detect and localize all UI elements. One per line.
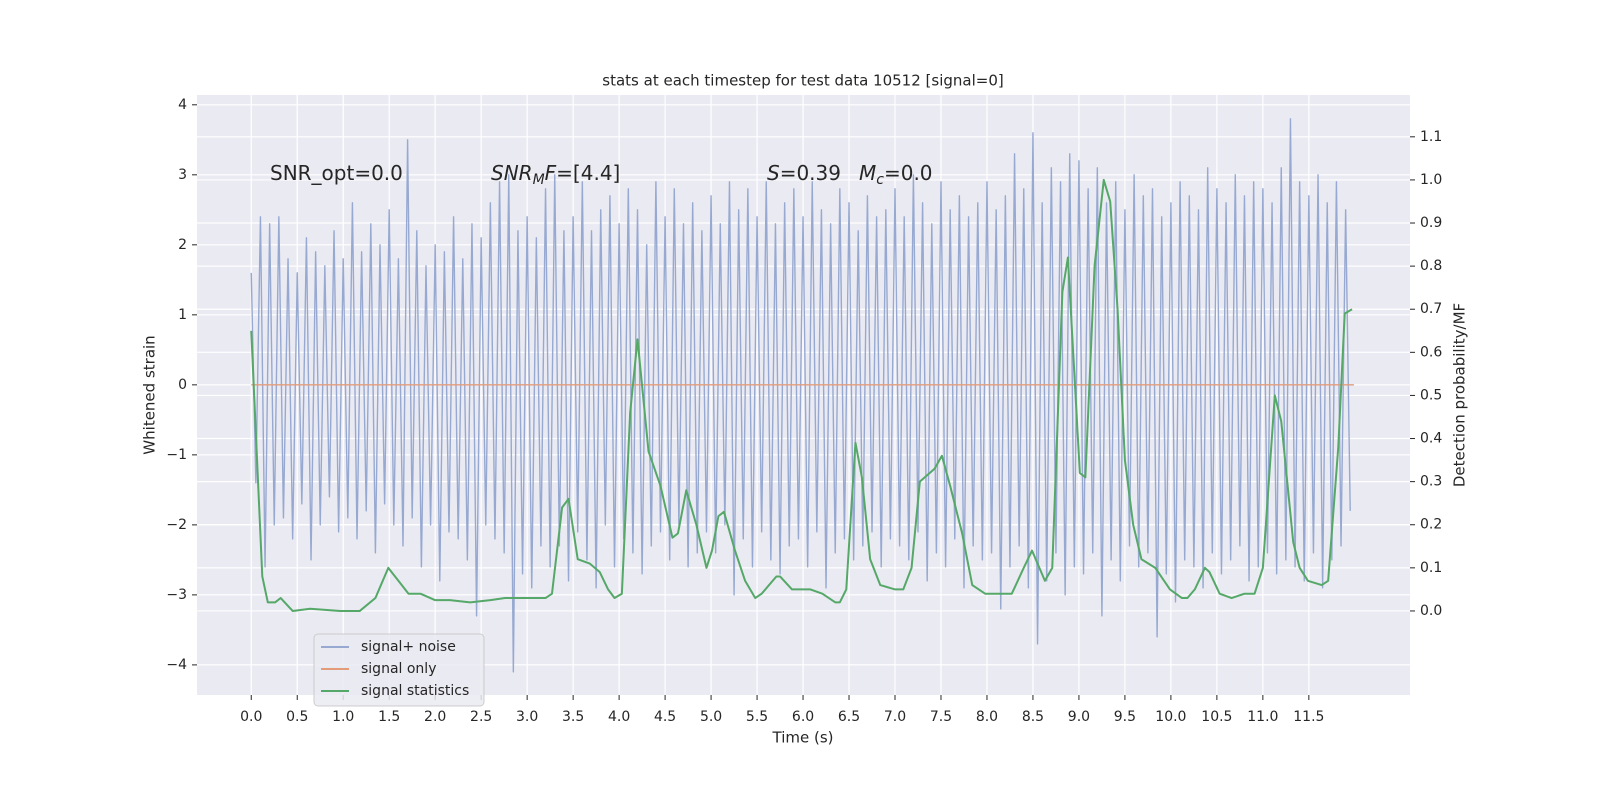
annotation-part: M	[533, 172, 545, 188]
x-tick-label: 7.5	[930, 709, 952, 725]
y-tick-label: 4	[178, 97, 187, 113]
x-tick-label: 9.0	[1068, 709, 1090, 725]
annotation: Mc=0.0	[859, 161, 933, 189]
y2-tick-label: 0.6	[1420, 344, 1442, 360]
x-tick-label: 11.0	[1247, 709, 1278, 725]
x-tick-label: 6.0	[792, 709, 814, 725]
annotation: SNRMF=[4.4]	[491, 161, 620, 189]
x-tick-label: 5.0	[700, 709, 722, 725]
y2-tick-label: 0.3	[1420, 474, 1442, 490]
x-tick-label: 0.0	[240, 709, 262, 725]
annotation-part: S	[767, 161, 780, 185]
x-tick-label: 10.0	[1155, 709, 1186, 725]
annotation-part: SNR	[491, 161, 533, 185]
x-tick-label: 11.5	[1293, 709, 1324, 725]
x-tick-label: 10.5	[1201, 709, 1232, 725]
annotation: SNR_opt=0.0	[270, 161, 403, 185]
y2-tick-label: 0.0	[1420, 603, 1442, 619]
x-tick-label: 6.5	[838, 709, 860, 725]
x-tick-label: 1.5	[378, 709, 400, 725]
annotation: S=0.39	[767, 161, 841, 185]
x-tick-label: 8.5	[1022, 709, 1044, 725]
legend-label: signal+ noise	[361, 639, 456, 655]
legend-label: signal only	[361, 661, 436, 677]
legend: signal+ noise signal only signal statistic…	[313, 633, 485, 707]
annotation-part: F	[545, 161, 557, 185]
axes: 0.0 0.5 1.0 1.5 2.0 2.5 3.0 3.5 4.0 4.5 5.0 5.5 6.0 6…	[166, 97, 1442, 725]
x-tick-label: 0.5	[286, 709, 308, 725]
x-tick-label: 2.5	[470, 709, 492, 725]
y-tick-label: −3	[166, 587, 187, 603]
y-tick-label: 0	[178, 377, 187, 393]
y2-axis-label: Detection probability/MF	[1451, 303, 1469, 487]
annotation-part: =0.0	[884, 161, 933, 185]
y2-tick-label: 0.4	[1420, 431, 1442, 447]
y2-tick-label: 0.9	[1420, 215, 1442, 231]
annotation-part: =0.39	[780, 161, 841, 185]
x-tick-label: 4.5	[654, 709, 676, 725]
chart-title: stats at each timestep for test data 105…	[602, 72, 1003, 90]
y-tick-label: 2	[178, 237, 187, 253]
x-tick-label: 7.0	[884, 709, 906, 725]
x-tick-label: 9.5	[1114, 709, 1136, 725]
y2-tick-label: 0.5	[1420, 387, 1442, 403]
x-tick-label: 4.0	[608, 709, 630, 725]
y-tick-label: −1	[166, 447, 187, 463]
annotation-part: SNR_opt=0.0	[270, 161, 403, 185]
x-tick-label: 8.0	[976, 709, 998, 725]
y2-tick-label: 1.0	[1420, 172, 1442, 188]
y2-tick-label: 0.8	[1420, 258, 1442, 274]
marks	[250, 118, 1354, 673]
y-axis-label: Whitened strain	[141, 335, 159, 454]
annotation-part: =[4.4]	[556, 161, 620, 185]
x-tick-label: 2.0	[424, 709, 446, 725]
annotation-part: M	[859, 161, 876, 185]
series-line	[250, 178, 1353, 612]
x-tick-label: 3.5	[562, 709, 584, 725]
annotation-part: c	[876, 172, 884, 188]
x-axis-label: Time (s)	[772, 729, 834, 747]
y-tick-label: −2	[166, 517, 187, 533]
x-tick-label: 1.0	[332, 709, 354, 725]
y-tick-label: 1	[178, 307, 187, 323]
x-tick-label: 5.5	[746, 709, 768, 725]
y2-tick-label: 0.2	[1420, 517, 1442, 533]
series-line	[250, 118, 1351, 673]
y2-tick-label: 0.7	[1420, 301, 1442, 317]
legend-label: signal statistics	[361, 683, 469, 699]
x-tick-label: 3.0	[516, 709, 538, 725]
y-tick-label: −4	[166, 657, 187, 673]
y-tick-label: 3	[178, 167, 187, 183]
legend-box	[313, 633, 485, 707]
y2-tick-label: 1.1	[1420, 129, 1442, 145]
y2-tick-label: 0.1	[1420, 560, 1442, 576]
